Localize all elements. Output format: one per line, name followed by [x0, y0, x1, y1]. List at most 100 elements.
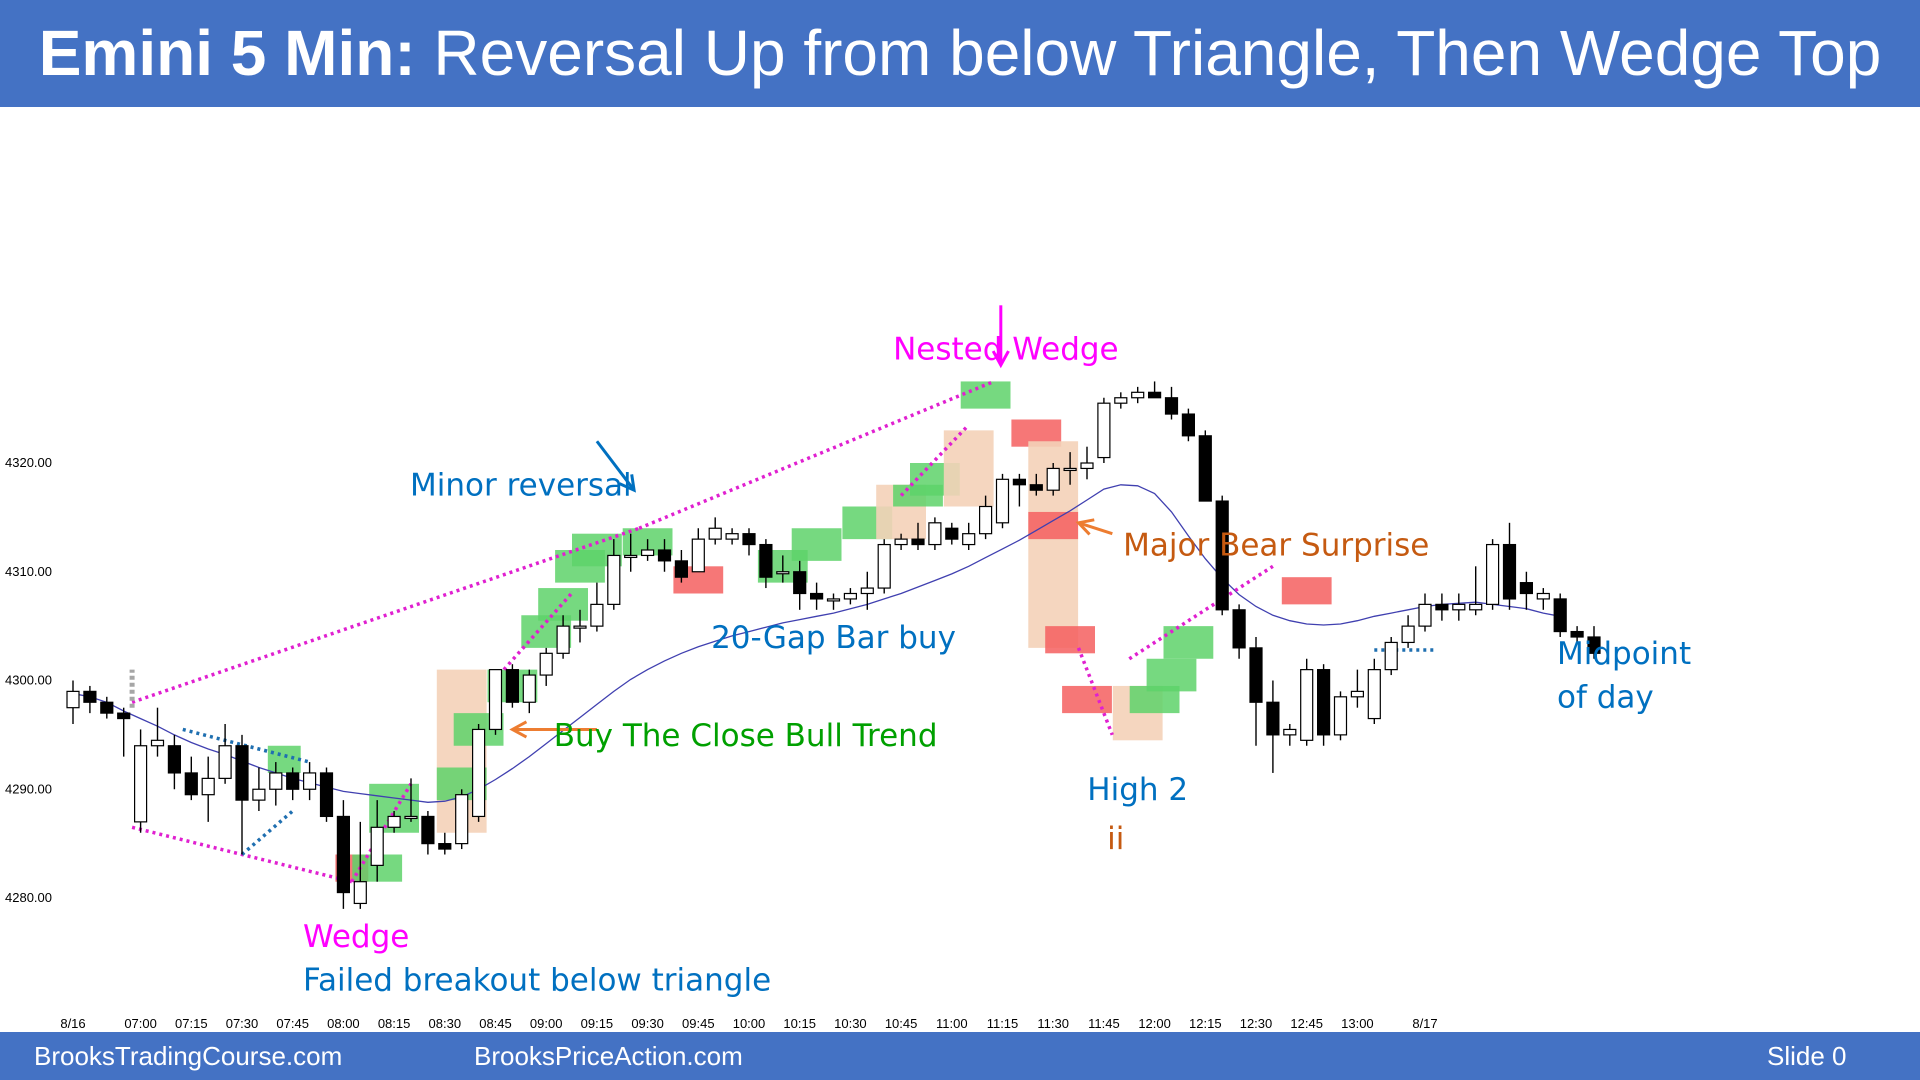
x-tick-label: 10:15: [783, 1016, 816, 1031]
x-tick-label: 08:45: [479, 1016, 512, 1031]
candle-19: [387, 811, 401, 833]
x-tick-label: 13:00: [1341, 1016, 1374, 1031]
candle-52: [945, 522, 959, 545]
candle-61: [1097, 397, 1111, 463]
x-tick-label: 08:15: [378, 1016, 411, 1031]
candle-48: [877, 539, 891, 594]
candle-body-18: [370, 826, 384, 866]
candle-63: [1131, 386, 1145, 404]
candle-body-41: [759, 543, 773, 578]
candle-21: [421, 811, 435, 855]
candle-51: [928, 517, 942, 550]
candle-9: [218, 724, 232, 784]
title-bar: Emini 5 Min: Reversal Up from below Tria…: [0, 0, 1920, 107]
candle-57: [1029, 473, 1043, 496]
x-tick-label: 11:30: [1037, 1016, 1069, 1031]
candle-body-72: [1283, 728, 1297, 736]
x-tick-label: 11:15: [987, 1016, 1019, 1031]
x-tick-label: 8/17: [1412, 1016, 1437, 1031]
annotation-label: of day: [1557, 680, 1654, 716]
candle-89: [1570, 626, 1584, 643]
candle-65: [1164, 386, 1179, 420]
candle-87: [1536, 588, 1550, 610]
candle-66: [1181, 408, 1196, 442]
candle-49: [894, 533, 908, 550]
candle-body-85: [1502, 543, 1517, 600]
candle-body-24: [472, 728, 486, 818]
x-tick-label: 11:45: [1088, 1016, 1120, 1031]
candle-43: [793, 560, 807, 610]
trend-line-4: [502, 592, 573, 671]
x-tick-label: 07:15: [175, 1016, 208, 1031]
candle-55: [995, 473, 1010, 529]
candle-body-31: [590, 603, 604, 627]
trend-line-6: [1076, 647, 1114, 736]
highlight-box-24: [1028, 511, 1079, 540]
x-tick-label: 07:30: [226, 1016, 259, 1031]
candle-82: [1452, 593, 1466, 621]
candle-16: [336, 800, 350, 909]
footer-left: BrooksTradingCourse.com: [34, 1041, 343, 1071]
candle-73: [1300, 658, 1314, 746]
candle-layer: [66, 381, 1601, 909]
candle-17: [353, 821, 367, 909]
candle-body-33: [624, 554, 638, 559]
candle-body-36: [674, 560, 689, 578]
candle-body-22: [438, 843, 452, 850]
candle-body-75: [1333, 696, 1348, 736]
x-tick-label: 08:00: [327, 1016, 360, 1031]
candle-44: [809, 582, 824, 610]
candle-body-35: [657, 549, 672, 562]
candle-body-28: [539, 652, 553, 676]
candle-body-40: [742, 533, 756, 546]
candle-body-29: [556, 625, 570, 654]
candle-body-64: [1147, 391, 1162, 399]
candle-47: [860, 571, 874, 610]
candle-body-76: [1350, 690, 1365, 698]
candle-body-61: [1097, 402, 1111, 459]
y-tick-label: 4300.00: [5, 673, 52, 688]
arrow-layer: [509, 305, 1113, 739]
x-tick-label: 12:30: [1240, 1016, 1273, 1031]
candle-body-54: [978, 505, 993, 535]
arrow-2: [1075, 518, 1113, 536]
candle-20: [404, 778, 418, 822]
candle-58: [1046, 463, 1060, 496]
candle-84: [1485, 539, 1500, 610]
candle-40: [742, 528, 756, 556]
candle-body-30: [573, 625, 587, 629]
trend-line-0: [131, 526, 640, 704]
candle-69: [1232, 604, 1246, 659]
x-tick-label: 09:00: [530, 1016, 563, 1031]
candle-body-84: [1485, 543, 1500, 605]
candle-body-42: [776, 571, 790, 575]
candle-34: [640, 539, 655, 561]
candle-13: [286, 767, 300, 801]
y-tick-label: 4310.00: [5, 564, 52, 579]
trend-line-1: [638, 379, 995, 530]
candle-26: [505, 664, 519, 708]
candle-body-7: [184, 772, 198, 796]
candle-22: [438, 832, 452, 855]
x-tick-label: 11:00: [936, 1016, 968, 1031]
candle-body-27: [522, 674, 536, 703]
candle-body-80: [1418, 603, 1432, 627]
x-tick-label: 12:45: [1290, 1016, 1323, 1031]
candle-36: [674, 550, 689, 583]
candle-78: [1384, 637, 1398, 676]
candle-70: [1249, 637, 1263, 746]
slide-title: Emini 5 Min: Reversal Up from below Tria…: [0, 0, 1920, 107]
candle-body-11: [252, 788, 266, 801]
arrow-1: [595, 440, 636, 493]
annotation-label: High 2: [1087, 772, 1188, 808]
candle-body-17: [353, 881, 367, 905]
arrow-shaft-2: [1078, 521, 1113, 536]
candle-79: [1401, 615, 1415, 648]
candle-30: [573, 609, 587, 643]
candle-32: [607, 539, 621, 610]
candle-body-89: [1570, 630, 1584, 638]
arrow-head-1: [618, 474, 636, 493]
candle-body-47: [860, 587, 874, 595]
candle-body-88: [1553, 598, 1567, 633]
y-axis-ticks: 4280.00 4290.00 4300.00 4310.00 4320.00: [5, 455, 52, 905]
